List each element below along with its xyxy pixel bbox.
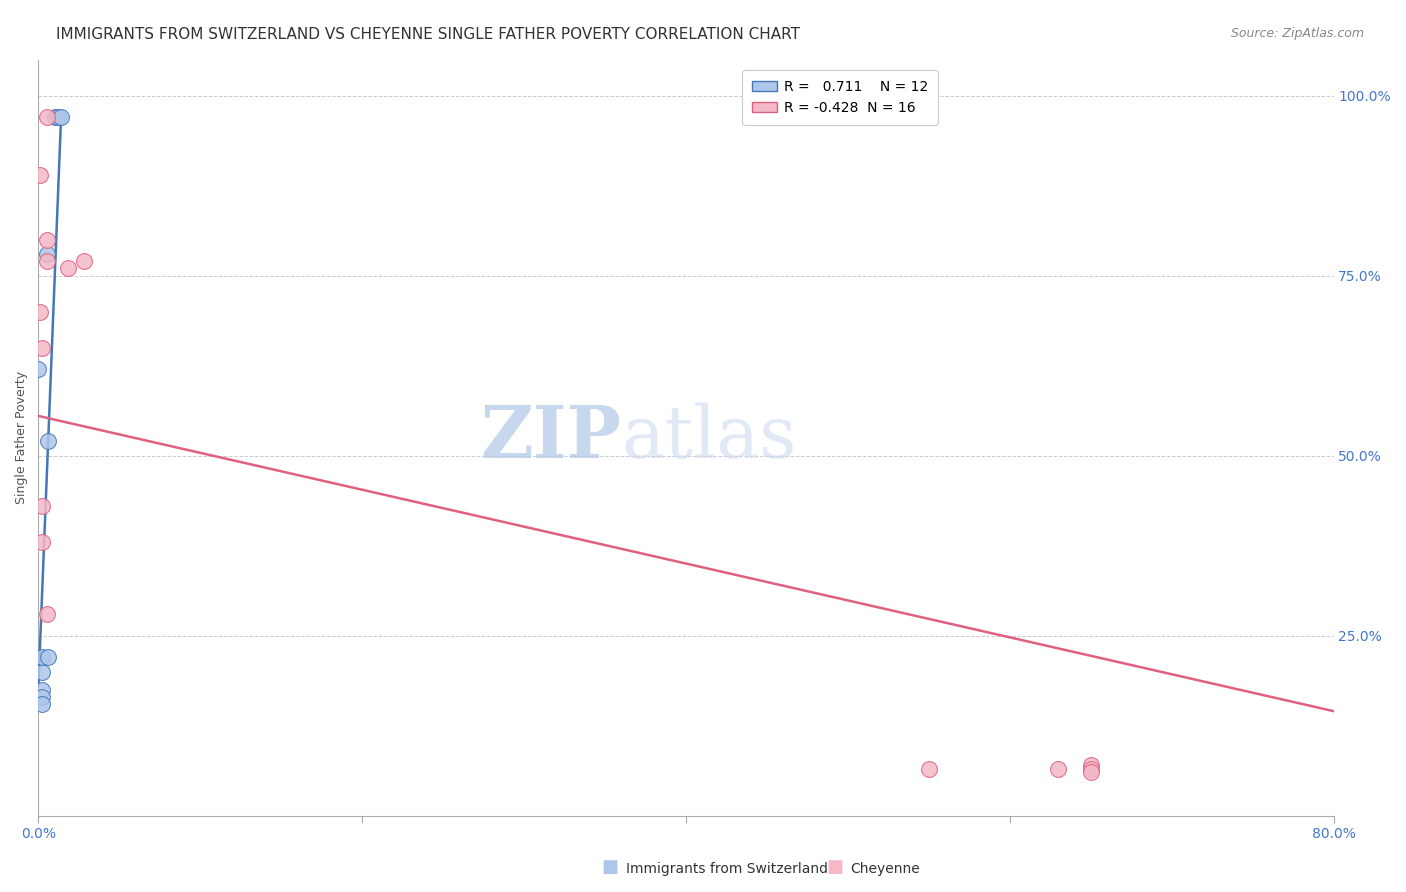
Point — [31, 682, 53, 697]
Point — [46, 110, 69, 124]
Text: ■: ■ — [602, 858, 619, 876]
Point — [44, 110, 66, 124]
Point — [31, 665, 53, 679]
Point — [49, 110, 72, 124]
Text: Source: ZipAtlas.com: Source: ZipAtlas.com — [1230, 27, 1364, 40]
Point — [35, 254, 58, 268]
Point — [918, 762, 941, 776]
Point — [56, 261, 79, 276]
Point — [31, 650, 53, 665]
Text: ZIP: ZIP — [481, 402, 621, 473]
Text: IMMIGRANTS FROM SWITZERLAND VS CHEYENNE SINGLE FATHER POVERTY CORRELATION CHART: IMMIGRANTS FROM SWITZERLAND VS CHEYENNE … — [56, 27, 800, 42]
Point — [27, 362, 49, 376]
Point — [35, 233, 58, 247]
Point — [1047, 762, 1070, 776]
Text: atlas: atlas — [621, 402, 797, 473]
Point — [1080, 765, 1102, 780]
Point — [35, 607, 58, 621]
Point — [37, 650, 59, 665]
Point — [31, 499, 53, 513]
Text: Cheyenne: Cheyenne — [851, 862, 921, 876]
Point — [28, 168, 51, 182]
Point — [35, 110, 58, 124]
Point — [73, 254, 96, 268]
Point — [1080, 762, 1102, 776]
Text: Immigrants from Switzerland: Immigrants from Switzerland — [626, 862, 828, 876]
Y-axis label: Single Father Poverty: Single Father Poverty — [15, 371, 28, 504]
Point — [31, 341, 53, 355]
Point — [31, 535, 53, 549]
Point — [35, 247, 58, 261]
Point — [31, 697, 53, 711]
Legend: R =   0.711    N = 12, R = -0.428  N = 16: R = 0.711 N = 12, R = -0.428 N = 16 — [742, 70, 938, 125]
Point — [28, 304, 51, 318]
Text: ■: ■ — [827, 858, 844, 876]
Point — [1080, 758, 1102, 772]
Point — [37, 434, 59, 449]
Point — [31, 690, 53, 704]
